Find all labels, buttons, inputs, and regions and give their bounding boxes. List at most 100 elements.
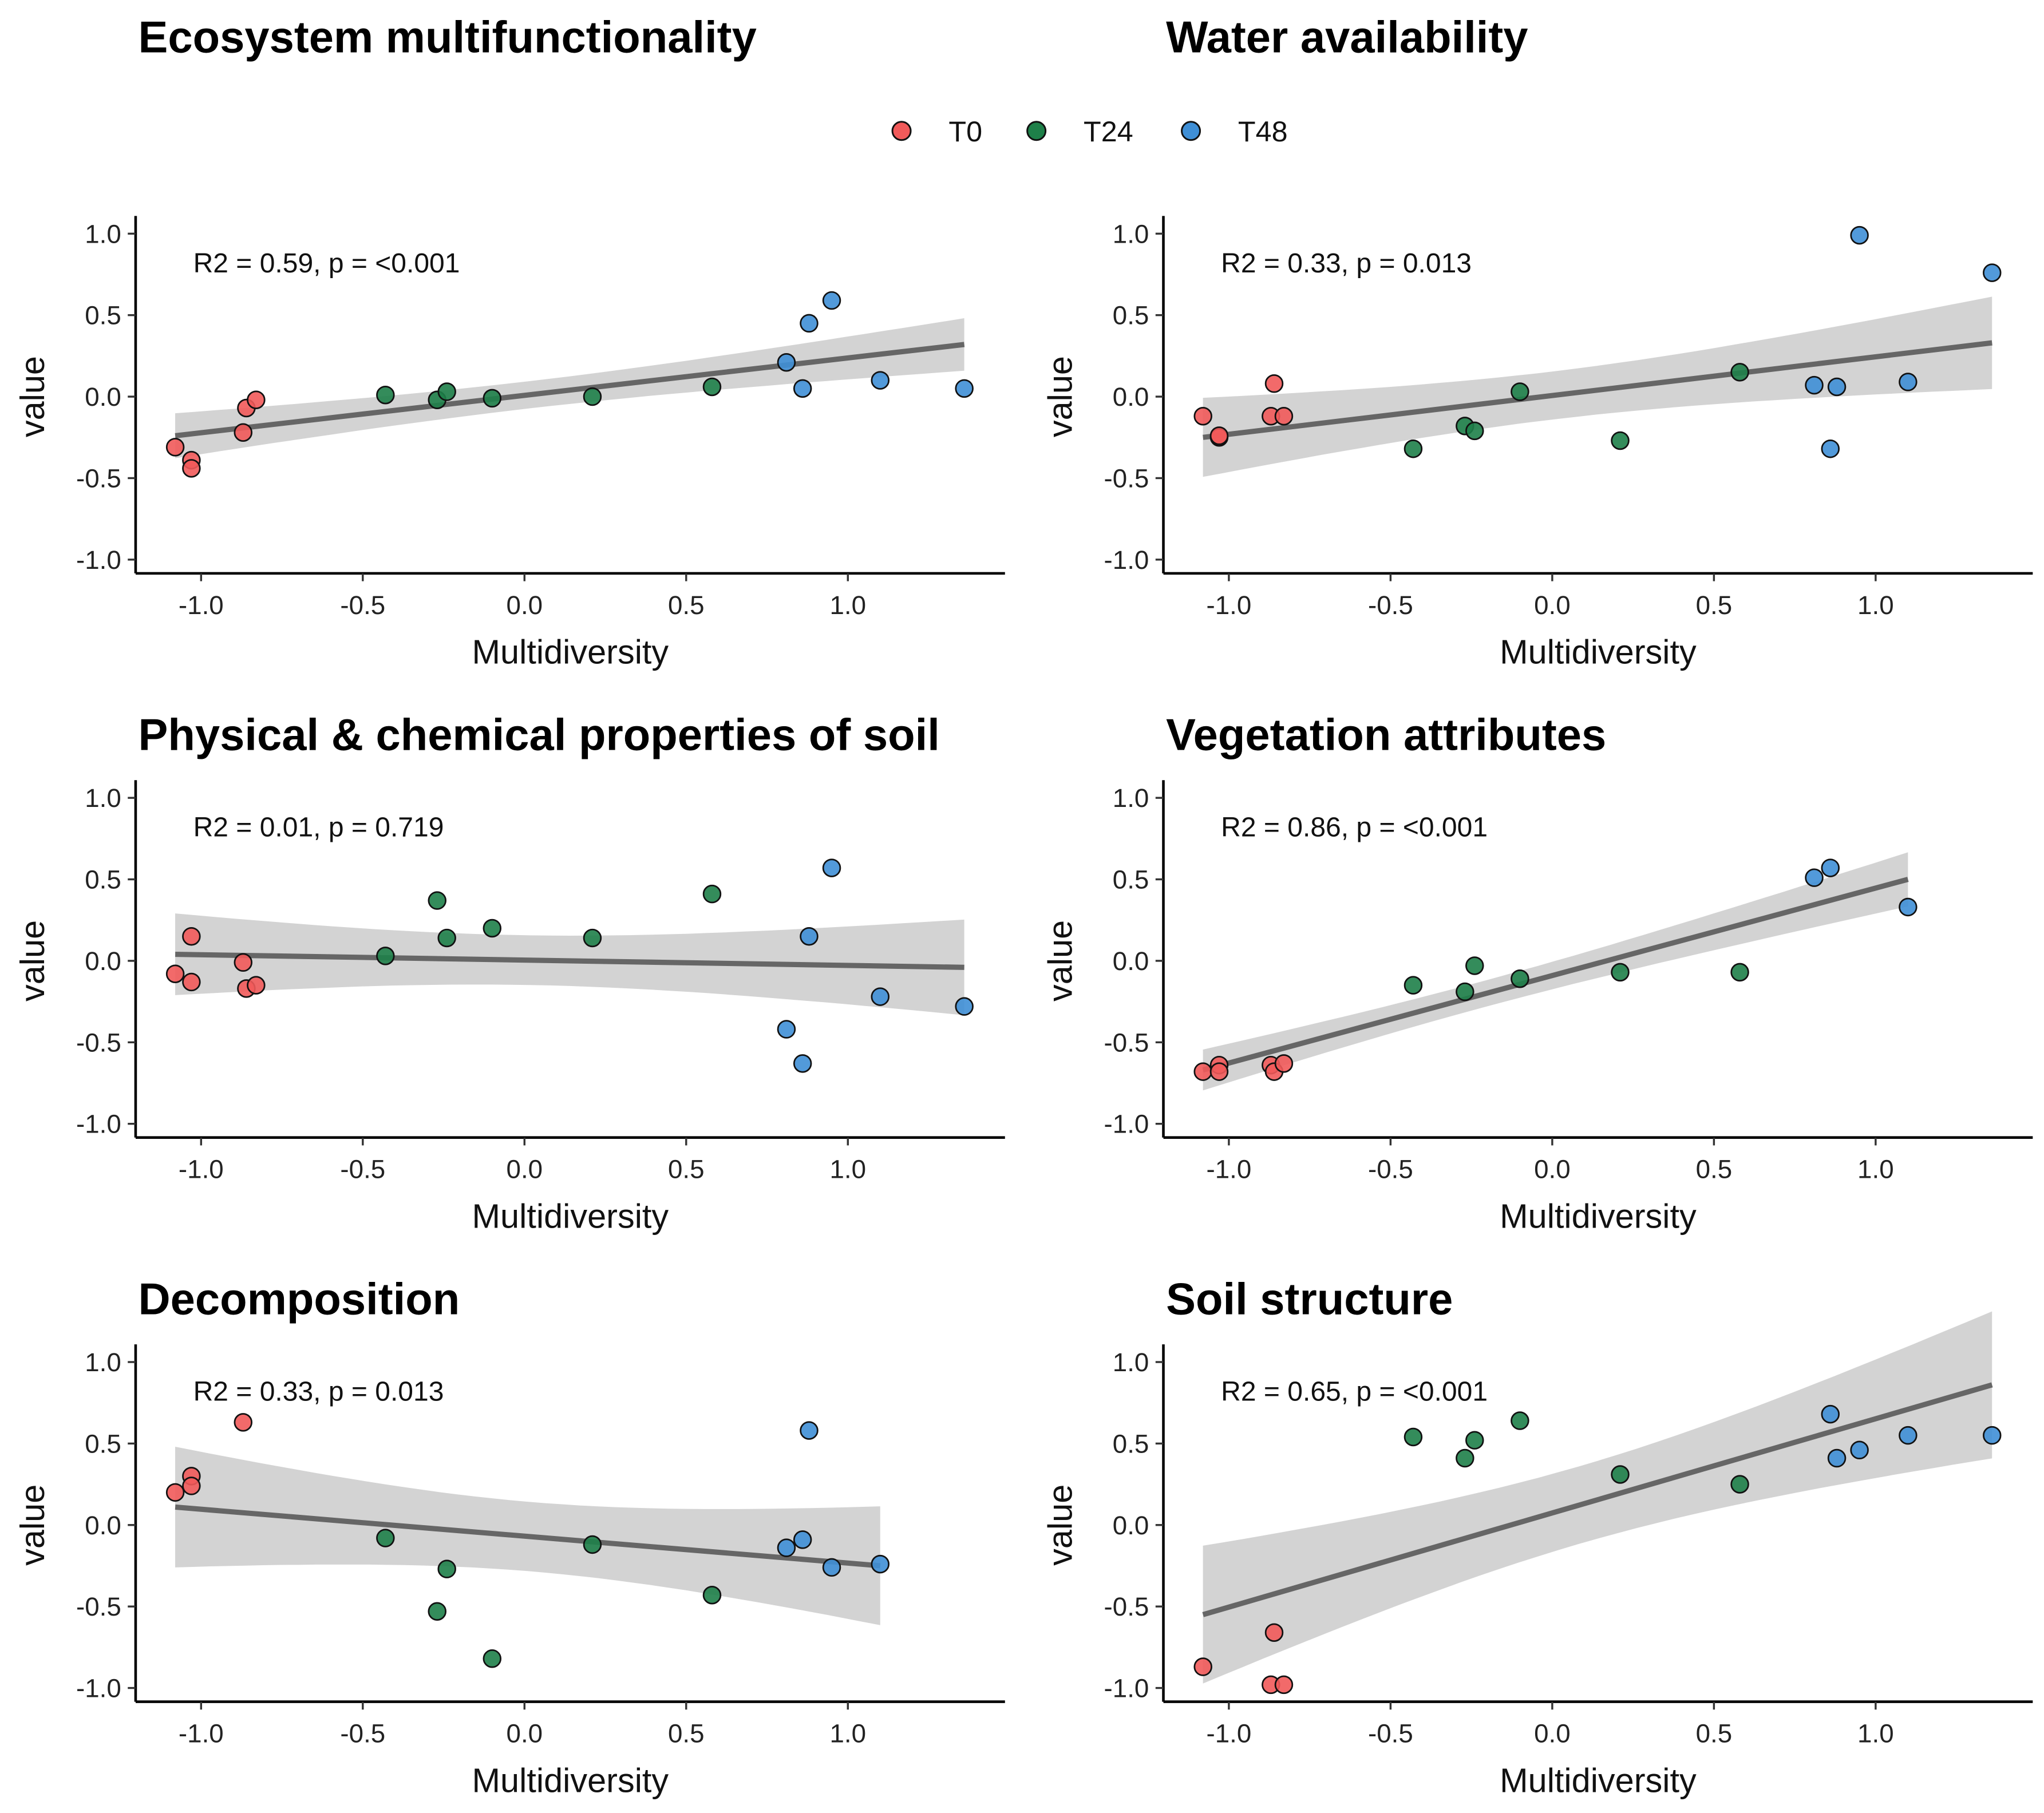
legend-marker-T24 [1026, 121, 1047, 141]
data-point-T48 [777, 1538, 796, 1557]
data-point-T24 [702, 377, 722, 397]
panel-title: Physical & chemical properties of soil [139, 711, 940, 760]
x-tick-label: -1.0 [1206, 591, 1251, 620]
x-tick-label: 1.0 [829, 591, 866, 620]
x-tick-label: -0.5 [1368, 1719, 1413, 1748]
x-tick-label: -0.5 [1368, 591, 1413, 620]
x-axis-title: Multidiversity [1500, 1761, 1697, 1799]
data-point-T0 [1274, 1675, 1294, 1695]
regression-annotation: R2 = 0.59, p = <0.001 [193, 248, 460, 279]
data-point-T48 [822, 858, 841, 877]
y-axis-title: value [1041, 1485, 1079, 1566]
x-tick-label: 0.5 [668, 1155, 705, 1184]
data-point-T24 [1456, 982, 1474, 1001]
x-tick-label: 1.0 [829, 1155, 866, 1184]
data-point-T0 [1193, 1062, 1212, 1081]
data-point-T0 [234, 953, 253, 972]
y-tick-label: -1.0 [1104, 545, 1149, 575]
x-tick-label: 1.0 [829, 1719, 866, 1748]
data-point-T48 [1821, 858, 1840, 877]
x-tick-label: 0.0 [507, 1719, 543, 1748]
data-point-T24 [1730, 363, 1749, 382]
y-tick-label: -0.5 [1104, 1592, 1149, 1621]
data-point-T24 [583, 387, 602, 406]
data-point-T24 [702, 884, 722, 904]
data-point-T0 [1264, 374, 1284, 393]
data-point-T24 [437, 928, 456, 948]
data-point-T24 [583, 928, 602, 948]
y-tick-label: 0.0 [85, 947, 121, 976]
data-point-T24 [1465, 421, 1484, 441]
data-point-T0 [182, 927, 201, 946]
y-tick-label: 1.0 [85, 783, 121, 813]
x-tick-label: 0.0 [1534, 1719, 1571, 1748]
regression-line [1202, 877, 1909, 1073]
x-tick-label: -0.5 [340, 1719, 385, 1748]
regression-annotation: R2 = 0.01, p = 0.719 [193, 813, 444, 843]
data-point-T0 [247, 976, 266, 995]
data-point-T48 [1821, 439, 1840, 458]
data-point-T48 [777, 353, 796, 372]
data-point-T0 [1264, 1623, 1284, 1642]
data-point-T48 [793, 1054, 812, 1073]
y-tick-label: -1.0 [76, 545, 121, 575]
data-point-T24 [1403, 439, 1423, 458]
y-axis-title: value [13, 356, 52, 437]
data-point-T0 [234, 423, 253, 442]
x-tick-label: 0.0 [507, 591, 543, 620]
y-tick-label: -0.5 [76, 1028, 121, 1057]
data-point-T0 [182, 459, 201, 478]
data-point-T48 [1827, 377, 1847, 397]
data-point-T0 [165, 438, 185, 457]
regression-line [175, 1504, 881, 1569]
regression-line [175, 951, 964, 970]
data-point-T48 [1983, 263, 2002, 282]
y-axis-title: value [1041, 356, 1079, 437]
data-point-T48 [1850, 225, 1869, 245]
data-point-T24 [1511, 382, 1529, 401]
data-point-T24 [437, 1559, 456, 1578]
x-tick-label: 0.0 [507, 1155, 543, 1184]
x-tick-label: 0.5 [1696, 591, 1733, 620]
data-point-T48 [800, 927, 819, 946]
y-tick-label: 0.5 [1113, 865, 1149, 894]
data-point-T24 [1611, 431, 1630, 450]
data-point-T0 [1193, 1657, 1212, 1676]
data-point-T24 [437, 382, 456, 401]
x-tick-label: 0.5 [668, 591, 705, 620]
data-point-T48 [793, 1530, 812, 1549]
data-point-T0 [165, 964, 185, 983]
legend-marker-T48 [1181, 121, 1201, 141]
x-tick-label: 0.5 [1696, 1155, 1733, 1184]
data-point-T24 [1465, 1431, 1484, 1450]
y-tick-label: 1.0 [1113, 783, 1149, 813]
panel-6: Soil structure -1.0 -0.5 0.0 0.5 1.0 -1.0 -0.5 0… [1041, 1275, 2033, 1799]
data-point-T48 [1899, 373, 1918, 391]
panels: Ecosystem multifunctionality -1.0 -0.5 0.0 0… [13, 13, 2033, 1799]
data-point-T48 [822, 1558, 841, 1577]
y-tick-label: -0.5 [76, 1592, 121, 1621]
y-tick-label: -1.0 [1104, 1110, 1149, 1139]
data-point-T0 [1193, 407, 1212, 426]
panel-title: Vegetation attributes [1166, 711, 1606, 760]
x-tick-label: -0.5 [340, 591, 385, 620]
y-axis-title: value [13, 1485, 52, 1566]
data-point-T24 [1465, 956, 1484, 975]
x-axis-title: Multidiversity [1500, 633, 1697, 671]
y-axis-title: value [13, 920, 52, 1001]
data-point-T24 [1611, 963, 1630, 982]
y-tick-label: 0.5 [85, 865, 121, 894]
data-point-T48 [800, 1421, 819, 1440]
y-tick-label: -1.0 [1104, 1674, 1149, 1703]
regression-line [175, 342, 965, 438]
data-point-T48 [1899, 1426, 1918, 1445]
data-point-T24 [483, 389, 502, 408]
panel-5: Decomposition -1.0 -0.5 0.0 0.5 1.0 -1.0 -0.5 0.… [13, 1275, 1005, 1799]
y-tick-label: 0.0 [1113, 1511, 1149, 1540]
data-point-T0 [182, 972, 201, 992]
y-tick-label: 0.0 [1113, 382, 1149, 411]
data-point-T48 [1805, 375, 1824, 395]
data-point-T48 [955, 379, 974, 398]
x-tick-label: 0.0 [1534, 591, 1571, 620]
legend-marker-T0 [891, 121, 912, 141]
